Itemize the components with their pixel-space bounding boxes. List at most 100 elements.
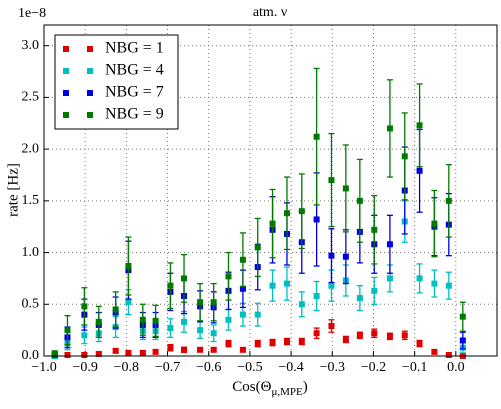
marker — [254, 311, 261, 318]
chart-title: atm. ν — [253, 5, 287, 20]
marker — [239, 256, 246, 263]
marker — [239, 311, 246, 318]
marker — [225, 273, 232, 280]
marker — [64, 351, 71, 358]
marker — [167, 325, 174, 332]
y-tick-label: 2.0 — [22, 141, 40, 156]
marker — [139, 349, 146, 356]
marker — [298, 208, 305, 215]
x-tick-label: −0.1 — [402, 360, 427, 375]
marker — [125, 263, 132, 270]
x-tick-label: −0.5 — [237, 360, 262, 375]
x-label-sub: μ,MPE — [271, 386, 303, 398]
x-tick-label: −0.2 — [361, 360, 386, 375]
x-tick-label: −0.3 — [320, 360, 345, 375]
marker — [342, 253, 349, 260]
x-tick-label: −0.7 — [155, 360, 180, 375]
legend-marker — [63, 90, 69, 96]
marker — [254, 244, 261, 251]
marker — [416, 340, 423, 347]
legend-marker — [87, 46, 93, 52]
marker — [328, 323, 335, 330]
marker — [95, 318, 102, 325]
legend-marker — [63, 112, 69, 118]
legend-marker — [63, 46, 69, 52]
marker — [313, 216, 320, 223]
marker — [139, 316, 146, 323]
legend-marker — [87, 68, 93, 74]
x-tick-label: −0.6 — [196, 360, 221, 375]
marker — [283, 210, 290, 217]
marker — [445, 351, 452, 358]
marker — [298, 338, 305, 345]
x-tick-label: −0.4 — [278, 360, 303, 375]
marker — [81, 303, 88, 310]
y-tick-label: 0.0 — [22, 348, 40, 363]
marker — [431, 220, 438, 227]
marker — [125, 299, 132, 306]
y-tick-label: 1.5 — [22, 193, 40, 208]
offset-text: 1e−8 — [18, 6, 46, 21]
x-tick-label: −1.0 — [31, 360, 56, 375]
marker — [342, 185, 349, 192]
y-tick-label: 2.5 — [22, 90, 40, 105]
x-label-end: ) — [303, 379, 308, 395]
marker — [210, 346, 217, 353]
x-tick-label: −0.9 — [72, 360, 97, 375]
marker — [386, 125, 393, 132]
marker — [328, 252, 335, 259]
marker — [81, 351, 88, 358]
marker — [283, 338, 290, 345]
marker — [313, 293, 320, 300]
marker — [81, 332, 88, 339]
marker — [269, 220, 276, 227]
marker — [459, 337, 466, 344]
marker — [459, 313, 466, 320]
marker — [328, 282, 335, 289]
marker — [328, 177, 335, 184]
y-axis-label: rate [Hz] — [5, 163, 21, 217]
marker — [313, 330, 320, 337]
marker — [356, 197, 363, 204]
marker — [431, 280, 438, 287]
marker — [416, 122, 423, 129]
marker — [371, 226, 378, 233]
marker — [313, 133, 320, 140]
marker — [356, 332, 363, 339]
marker — [181, 346, 188, 353]
legend-marker — [87, 90, 93, 96]
marker — [152, 348, 159, 355]
legend-marker — [63, 68, 69, 74]
legend-box — [54, 34, 179, 130]
marker — [416, 167, 423, 174]
marker — [167, 282, 174, 289]
marker — [269, 282, 276, 289]
series — [51, 67, 466, 358]
marker — [401, 332, 408, 339]
marker — [342, 336, 349, 343]
marker — [181, 275, 188, 282]
marker — [64, 327, 71, 334]
marker — [283, 280, 290, 287]
marker — [181, 318, 188, 325]
marker — [386, 241, 393, 248]
marker — [197, 327, 204, 334]
y-tick-label: 3.0 — [22, 38, 40, 53]
marker — [197, 346, 204, 353]
legend-label: NBG = 7 — [105, 84, 164, 101]
legend-label: NBG = 4 — [105, 62, 164, 79]
marker — [95, 350, 102, 357]
x-axis-label: Cos(Θμ,MPE) — [232, 379, 307, 397]
marker — [167, 344, 174, 351]
marker — [210, 299, 217, 306]
x-tick-label: 0.0 — [447, 360, 465, 375]
marker — [239, 346, 246, 353]
marker — [225, 340, 232, 347]
legend-label: NBG = 9 — [105, 106, 164, 123]
marker — [269, 339, 276, 346]
marker — [386, 333, 393, 340]
marker — [431, 348, 438, 355]
x-tick-label: −0.8 — [114, 360, 139, 375]
marker — [371, 330, 378, 337]
marker — [112, 306, 119, 313]
